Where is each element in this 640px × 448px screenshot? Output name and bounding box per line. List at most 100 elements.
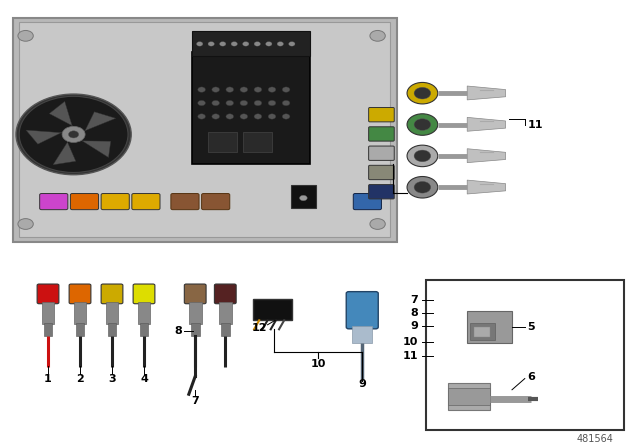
Circle shape	[414, 119, 431, 130]
FancyBboxPatch shape	[369, 108, 394, 122]
Bar	[243, 132, 272, 152]
Circle shape	[18, 30, 33, 41]
FancyBboxPatch shape	[132, 194, 160, 210]
FancyBboxPatch shape	[69, 284, 91, 304]
Bar	[474, 327, 490, 337]
Bar	[467, 311, 512, 343]
Polygon shape	[26, 130, 68, 144]
Circle shape	[254, 114, 262, 119]
FancyBboxPatch shape	[40, 194, 68, 210]
FancyBboxPatch shape	[133, 284, 155, 304]
Text: 481564: 481564	[577, 434, 614, 444]
Circle shape	[68, 131, 79, 138]
Circle shape	[407, 114, 438, 135]
FancyBboxPatch shape	[214, 284, 236, 304]
Circle shape	[282, 114, 290, 119]
Circle shape	[212, 87, 220, 92]
Circle shape	[198, 100, 205, 106]
Circle shape	[212, 114, 220, 119]
Text: 2: 2	[76, 374, 84, 383]
Text: 7: 7	[410, 295, 418, 305]
Circle shape	[240, 87, 248, 92]
Bar	[140, 323, 148, 336]
Polygon shape	[467, 86, 506, 100]
Circle shape	[414, 150, 431, 162]
Circle shape	[407, 177, 438, 198]
Polygon shape	[467, 180, 506, 194]
Bar	[208, 132, 237, 152]
FancyBboxPatch shape	[369, 146, 394, 160]
Polygon shape	[77, 138, 111, 157]
FancyBboxPatch shape	[346, 292, 378, 329]
Circle shape	[226, 100, 234, 106]
Circle shape	[268, 114, 276, 119]
FancyBboxPatch shape	[184, 284, 206, 304]
Bar	[352, 326, 372, 343]
FancyBboxPatch shape	[369, 185, 394, 199]
Circle shape	[254, 87, 262, 92]
FancyBboxPatch shape	[369, 127, 394, 141]
Text: 1: 1	[44, 374, 52, 383]
Bar	[189, 302, 202, 324]
Bar	[13, 18, 397, 242]
Bar	[221, 323, 230, 336]
Text: 4: 4	[140, 374, 148, 383]
Polygon shape	[467, 149, 506, 163]
Bar	[448, 388, 490, 405]
Circle shape	[282, 100, 290, 106]
FancyBboxPatch shape	[70, 194, 99, 210]
Bar	[291, 185, 316, 208]
Polygon shape	[79, 112, 116, 134]
Circle shape	[300, 195, 307, 201]
Text: 7: 7	[191, 396, 199, 406]
Text: 11: 11	[528, 120, 543, 129]
Bar	[108, 323, 116, 336]
Bar	[448, 383, 490, 410]
Circle shape	[196, 42, 203, 46]
Circle shape	[277, 42, 284, 46]
Text: 10: 10	[310, 359, 326, 369]
Text: 12: 12	[252, 323, 268, 333]
Circle shape	[243, 42, 249, 46]
Circle shape	[240, 114, 248, 119]
Circle shape	[220, 42, 226, 46]
Text: 11: 11	[403, 351, 418, 361]
Circle shape	[414, 87, 431, 99]
Circle shape	[231, 42, 237, 46]
Bar	[219, 302, 232, 324]
Circle shape	[62, 126, 85, 142]
Text: 8: 8	[174, 326, 182, 336]
FancyBboxPatch shape	[37, 284, 59, 304]
Text: 8: 8	[410, 308, 418, 318]
Circle shape	[19, 96, 128, 172]
FancyBboxPatch shape	[202, 194, 230, 210]
Polygon shape	[49, 101, 77, 131]
Circle shape	[18, 219, 33, 229]
Circle shape	[16, 94, 131, 175]
FancyBboxPatch shape	[353, 194, 381, 210]
Circle shape	[407, 82, 438, 104]
Text: 10: 10	[403, 337, 418, 347]
Bar	[192, 31, 310, 56]
Text: 5: 5	[527, 322, 535, 332]
Bar	[470, 323, 495, 340]
Circle shape	[289, 42, 295, 46]
Circle shape	[268, 87, 276, 92]
Bar	[138, 302, 150, 324]
Text: 9: 9	[410, 321, 418, 331]
Circle shape	[266, 42, 272, 46]
Circle shape	[268, 100, 276, 106]
Bar	[19, 22, 390, 237]
Circle shape	[240, 100, 248, 106]
Bar	[74, 302, 86, 324]
Bar	[44, 323, 52, 336]
Circle shape	[208, 42, 214, 46]
FancyBboxPatch shape	[101, 284, 123, 304]
Polygon shape	[53, 137, 76, 165]
Circle shape	[414, 181, 431, 193]
Polygon shape	[467, 117, 506, 131]
Text: 6: 6	[527, 372, 535, 382]
Circle shape	[370, 30, 385, 41]
Bar	[253, 299, 292, 320]
Circle shape	[407, 145, 438, 167]
